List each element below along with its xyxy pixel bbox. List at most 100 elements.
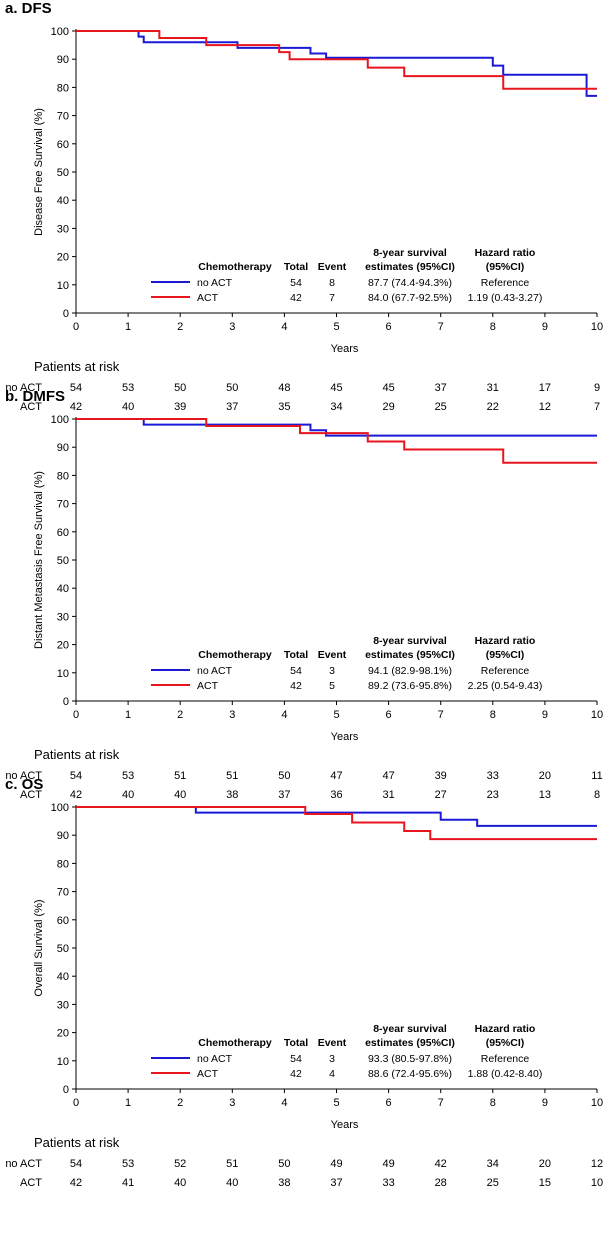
panel-2-risk-no-act-value: 47 (330, 770, 342, 782)
panel-3-legend-head-hr-1: Hazard ratio (475, 1023, 536, 1035)
panel-1-risk-no-act-value: 48 (278, 382, 290, 394)
panel-3-x-tick-label: 2 (177, 1097, 183, 1109)
panel-2-curve-no-act (76, 418, 597, 437)
panel-1-risk-no-act-value: 45 (330, 382, 342, 394)
panel-2-legend-no-act-event: 3 (329, 665, 335, 677)
panel-2-risk-title: Patients at risk (34, 747, 120, 762)
panel-2-risk-act-value: 40 (174, 789, 186, 801)
panel-3-risk-no-act-value: 20 (539, 1158, 551, 1170)
panel-1-legend-no-act-estimate: 87.7 (74.4-94.3%) (368, 277, 452, 289)
panel-3-risk-act-value: 33 (382, 1177, 394, 1189)
panel-2-legend-act-estimate: 89.2 (73.6-95.8%) (368, 680, 452, 692)
panel-1-curve-no-act (76, 30, 597, 97)
panel-1-curve-act (76, 30, 597, 90)
panel-2-risk-act-value: 40 (122, 789, 134, 801)
panel-2-risk-no-act-value: 39 (435, 770, 447, 782)
panel-3-legend-no-act-event: 3 (329, 1053, 335, 1065)
panel-3-risk-no-act-value: 34 (487, 1158, 499, 1170)
panel-1-risk-act-value: 42 (70, 401, 82, 413)
panel-3-legend-head-chemo: Chemotherapy (198, 1037, 272, 1049)
panel-2-y-tick-label: 80 (57, 470, 69, 482)
panel-1-legend-head-estimate-1: 8-year survival (373, 247, 447, 259)
panel-3-y-tick-label: 100 (51, 802, 69, 814)
panel-3-legend-head-total: Total (284, 1037, 308, 1049)
panel-2-y-tick-label: 20 (57, 640, 69, 652)
panel-3-y-tick-label: 60 (57, 915, 69, 927)
panel-1-risk-act-value: 40 (122, 401, 134, 413)
panel-2-legend-head-total: Total (284, 649, 308, 661)
panel-2-legend-head-event: Event (318, 649, 347, 661)
panel-2-x-tick-label: 9 (542, 709, 548, 721)
panel-3-risk-no-act-value: 54 (70, 1158, 82, 1170)
panel-3-legend-act-group: ACT (197, 1068, 219, 1080)
panel-1-y-tick-label: 50 (57, 167, 69, 179)
panel-2-legend-act-event: 5 (329, 680, 335, 692)
panel-3-x-tick-label: 10 (591, 1097, 603, 1109)
panel-2-y-tick-label: 90 (57, 442, 69, 454)
panel-1-y-tick-label: 10 (57, 280, 69, 292)
panel-3-risk-no-act-value: 52 (174, 1158, 186, 1170)
panel-3-y-axis-label: Overall Survival (%) (33, 899, 45, 996)
panel-3-x-tick-label: 5 (333, 1097, 339, 1109)
panel-3-risk-no-act-value: 12 (591, 1158, 603, 1170)
panel-3-risk-no-act-value: 49 (382, 1158, 394, 1170)
panel-1-legend-no-act-hr: Reference (481, 277, 530, 289)
panel-3-curve-act (76, 806, 597, 841)
panel-1-legend-head-event: Event (318, 261, 347, 273)
panel-3-legend-head-estimate-2: estimates (95%CI) (365, 1037, 455, 1049)
panel-2-y-axis-label: Distant Metastasis Free Survival (%) (33, 471, 45, 649)
panel-2-legend-no-act-hr: Reference (481, 665, 530, 677)
panel-2-x-tick-label: 8 (490, 709, 496, 721)
panel-1-risk-act-label: ACT (20, 401, 42, 413)
panel-3-risk-act-value: 40 (174, 1177, 186, 1189)
panel-2-x-tick-label: 3 (229, 709, 235, 721)
panel-3-x-tick-label: 3 (229, 1097, 235, 1109)
panel-1-risk-no-act-value: 50 (174, 382, 186, 394)
panel-1-legend-no-act-event: 8 (329, 277, 335, 289)
panel-1-risk-no-act-value: 50 (226, 382, 238, 394)
panel-1-risk-act-value: 35 (278, 401, 290, 413)
panel-3-y-tick-label: 80 (57, 858, 69, 870)
panel-3-legend-no-act-hr: Reference (481, 1053, 530, 1065)
panel-1-risk-act-value: 29 (382, 401, 394, 413)
panel-1-y-tick-label: 100 (51, 26, 69, 38)
panel-3-risk-act-value: 15 (539, 1177, 551, 1189)
panel-2-y-tick-label: 40 (57, 583, 69, 595)
panel-1-risk-no-act-value: 45 (382, 382, 394, 394)
panel-3-x-tick-label: 7 (438, 1097, 444, 1109)
panel-2-y-tick-label: 50 (57, 555, 69, 567)
panel-1-legend-no-act-total: 54 (290, 277, 302, 289)
panel-1-risk-act-value: 34 (330, 401, 342, 413)
panel-1-legend-act-estimate: 84.0 (67.7-92.5%) (368, 292, 452, 304)
panel-1-y-tick-label: 90 (57, 54, 69, 66)
panel-3-x-tick-label: 9 (542, 1097, 548, 1109)
panel-2-risk-no-act-value: 51 (174, 770, 186, 782)
panel-3-x-tick-label: 6 (386, 1097, 392, 1109)
panel-3-risk-act-value: 41 (122, 1177, 134, 1189)
panel-1-title: a. DFS (5, 0, 52, 17)
panel-2-legend-act-total: 42 (290, 680, 302, 692)
panel-1-x-tick-label: 4 (281, 321, 287, 333)
panel-1-risk-act-value: 25 (435, 401, 447, 413)
panel-3-x-tick-label: 0 (73, 1097, 79, 1109)
panel-2-risk-act-value: 42 (70, 789, 82, 801)
panel-2-x-tick-label: 0 (73, 709, 79, 721)
panel-3-risk-no-act-value: 50 (278, 1158, 290, 1170)
panel-2-risk-act-value: 37 (278, 789, 290, 801)
panel-1-x-tick-label: 6 (386, 321, 392, 333)
panel-2-risk-no-act-value: 51 (226, 770, 238, 782)
panel-3-title: c. OS (5, 776, 43, 793)
panel-1-legend-act-group: ACT (197, 292, 219, 304)
panel-1-risk-act-value: 7 (594, 401, 600, 413)
panel-1-x-tick-label: 2 (177, 321, 183, 333)
panel-2-risk-no-act-value: 53 (122, 770, 134, 782)
panel-1-y-tick-label: 60 (57, 139, 69, 151)
panel-3-y-tick-label: 30 (57, 999, 69, 1011)
panel-2-y-tick-label: 30 (57, 611, 69, 623)
panel-2-legend-no-act-group: no ACT (197, 665, 233, 677)
panel-1-legend-head-hr-1: Hazard ratio (475, 247, 536, 259)
panel-2-x-axis-label: Years (331, 731, 359, 743)
panel-2-legend-head-chemo: Chemotherapy (198, 649, 272, 661)
panel-1-y-tick-label: 40 (57, 195, 69, 207)
panel-1-y-tick-label: 30 (57, 223, 69, 235)
